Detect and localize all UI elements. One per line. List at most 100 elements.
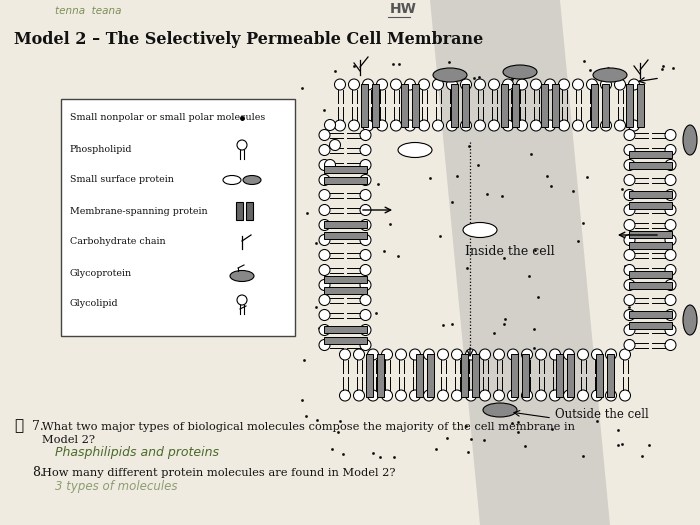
Circle shape <box>377 120 388 131</box>
Circle shape <box>624 174 635 185</box>
Circle shape <box>360 174 371 185</box>
Circle shape <box>522 390 533 401</box>
Bar <box>501 83 508 127</box>
Circle shape <box>405 120 416 131</box>
Bar <box>416 353 423 396</box>
Ellipse shape <box>398 142 432 158</box>
Circle shape <box>665 310 676 320</box>
Circle shape <box>475 79 486 90</box>
Circle shape <box>447 120 458 131</box>
Circle shape <box>503 120 514 131</box>
Bar <box>236 202 243 220</box>
Text: 3 types of molecules: 3 types of molecules <box>55 480 178 493</box>
Circle shape <box>319 205 330 215</box>
Circle shape <box>237 295 247 305</box>
Circle shape <box>237 140 247 150</box>
Circle shape <box>494 349 505 360</box>
Circle shape <box>624 144 635 155</box>
Circle shape <box>665 160 676 171</box>
Circle shape <box>629 120 640 131</box>
Ellipse shape <box>230 270 254 281</box>
Bar <box>552 83 559 127</box>
Circle shape <box>573 120 584 131</box>
Bar <box>323 287 367 294</box>
Circle shape <box>349 120 360 131</box>
Text: 8.: 8. <box>32 466 44 479</box>
Circle shape <box>489 79 500 90</box>
Text: Glycolipid: Glycolipid <box>70 299 118 309</box>
Bar <box>451 83 458 127</box>
Circle shape <box>587 79 598 90</box>
Circle shape <box>665 219 676 230</box>
Circle shape <box>629 79 640 90</box>
Circle shape <box>335 120 346 131</box>
Circle shape <box>475 120 486 131</box>
Bar <box>511 353 518 396</box>
Circle shape <box>615 120 626 131</box>
Circle shape <box>559 79 570 90</box>
Circle shape <box>494 390 505 401</box>
Circle shape <box>615 79 626 90</box>
Bar <box>541 83 548 127</box>
Circle shape <box>360 235 371 246</box>
Circle shape <box>391 120 402 131</box>
Circle shape <box>466 390 477 401</box>
Bar <box>626 83 633 127</box>
Circle shape <box>433 79 444 90</box>
Bar <box>567 353 574 396</box>
Circle shape <box>319 279 330 290</box>
Bar <box>462 83 469 127</box>
Circle shape <box>452 390 463 401</box>
Text: Glycoprotein: Glycoprotein <box>70 268 132 278</box>
Circle shape <box>665 174 676 185</box>
Circle shape <box>508 349 519 360</box>
Bar <box>607 353 614 396</box>
Circle shape <box>424 349 435 360</box>
Circle shape <box>360 295 371 306</box>
Circle shape <box>382 390 393 401</box>
Bar <box>401 83 408 127</box>
Circle shape <box>340 390 351 401</box>
Circle shape <box>665 205 676 215</box>
Circle shape <box>319 219 330 230</box>
Text: Inside the cell: Inside the cell <box>466 245 555 258</box>
Circle shape <box>419 79 430 90</box>
Circle shape <box>410 349 421 360</box>
Circle shape <box>578 349 589 360</box>
Circle shape <box>319 324 330 335</box>
Circle shape <box>489 120 500 131</box>
Circle shape <box>665 130 676 141</box>
Circle shape <box>508 390 519 401</box>
Circle shape <box>382 349 393 360</box>
Circle shape <box>438 349 449 360</box>
Circle shape <box>522 349 533 360</box>
Ellipse shape <box>433 68 467 82</box>
Bar <box>427 353 434 396</box>
Circle shape <box>466 349 477 360</box>
Circle shape <box>536 349 547 360</box>
Bar <box>637 83 644 127</box>
Circle shape <box>620 349 631 360</box>
Circle shape <box>592 349 603 360</box>
Circle shape <box>447 79 458 90</box>
Circle shape <box>624 324 635 335</box>
Text: What two major types of biological molecules compose the majority of the cell me: What two major types of biological molec… <box>42 422 575 432</box>
Circle shape <box>335 79 346 90</box>
Text: Outside the cell: Outside the cell <box>555 408 649 421</box>
Bar <box>461 353 468 396</box>
Circle shape <box>624 340 635 351</box>
Bar <box>323 221 367 228</box>
Ellipse shape <box>683 305 697 335</box>
Ellipse shape <box>243 175 261 184</box>
Circle shape <box>624 265 635 276</box>
Circle shape <box>360 279 371 290</box>
Bar <box>512 83 519 127</box>
Circle shape <box>578 390 589 401</box>
Circle shape <box>559 120 570 131</box>
Circle shape <box>395 390 407 401</box>
Circle shape <box>665 295 676 306</box>
Bar <box>596 353 603 396</box>
Ellipse shape <box>330 140 340 151</box>
Circle shape <box>517 120 528 131</box>
Circle shape <box>360 205 371 215</box>
